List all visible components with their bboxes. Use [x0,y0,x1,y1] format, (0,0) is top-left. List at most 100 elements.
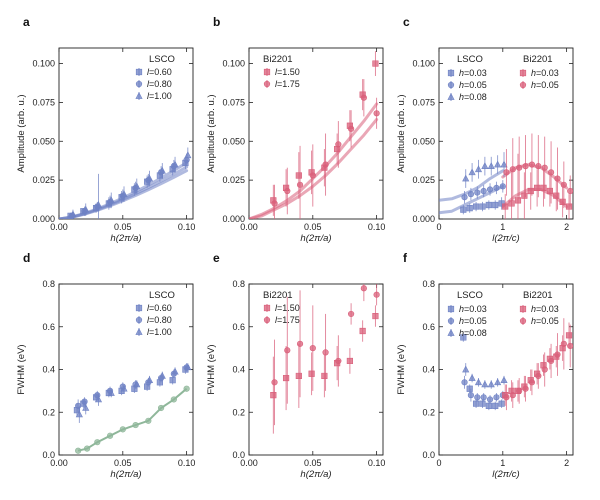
legend-marker [519,69,527,77]
data-point [106,432,114,439]
data-point [500,160,508,168]
data-point [474,394,481,401]
data-point [372,312,379,320]
data-point [516,164,523,171]
legend-entry: l=1.50 [275,303,300,313]
legend-title: Bi2201 [263,290,293,301]
legend-marker [519,305,527,313]
data-point [535,163,542,170]
data-point [509,392,516,399]
x-tick-label: 0 [436,222,441,232]
data-point [120,384,128,392]
legend-title-right: Bi2201 [523,290,553,301]
legend-marker [135,91,143,99]
legend-marker [447,305,455,313]
data-point [184,151,192,159]
data-point [472,400,480,407]
plot-frame [438,47,574,220]
legend: LSCO Bi2201 h=0.03 h=0.05 h=0.08 h=0.03 h=0.05 [447,54,559,102]
data-point [75,402,82,409]
legend-marker [135,68,143,76]
x-axis-label: h(2π/a) [110,469,141,480]
y-axis-label: FWHM (eV) [396,344,407,394]
y-tick-label: 0.100 [32,59,55,69]
data-point [485,201,492,209]
data-point [528,161,536,168]
data-point [509,166,516,173]
panel-letter: a [23,15,30,29]
y-tick-label: 0.100 [412,59,435,69]
data-point [493,184,500,192]
data-point [522,163,529,170]
data-point [467,191,475,198]
y-tick-label: 0.4 [422,365,435,375]
legend-marker [135,80,143,88]
legend-marker [519,81,527,89]
data-point [296,340,304,347]
data-point [171,367,179,375]
data-point [474,189,481,196]
data-point [468,374,476,381]
x-tick-label: 0 [436,458,441,468]
data-point [474,165,483,173]
data-point [157,404,165,412]
x-axis-label: h(2π/a) [300,469,331,480]
legend-entry: h=0.05 [531,80,559,90]
y-tick-label: 0.050 [222,136,245,146]
data-point [486,186,494,193]
y-tick-label: 0.0 [42,450,55,460]
data-layer [59,147,192,219]
x-tick-label: 0.05 [114,222,132,232]
data-point [508,200,515,207]
data-point [133,380,141,388]
data-point [271,200,278,207]
y-tick-label: 0.025 [222,175,245,185]
data-point [474,378,483,386]
data-point [360,94,367,101]
data-point [94,439,101,446]
x-tick-label: 1 [500,222,505,232]
y-axis-label: FWHM (eV) [16,344,27,394]
y-tick-label: 0.000 [32,214,55,224]
data-point [145,417,152,424]
data-point [107,389,115,396]
data-point [540,184,547,192]
panel-d: d 0.00 0.05 0.10 0.0 0.2 0.4 0.6 0.8 h(2π/a) FWHM … [16,251,195,480]
data-point [503,169,510,176]
data-point [480,394,487,401]
y-tick-label: 0.6 [232,322,245,332]
data-point [133,182,141,190]
legend: LSCO l=0.60 l=0.80 l=1.00 [135,54,175,101]
data-point [460,334,467,341]
data-point [145,376,154,384]
data-point [372,60,379,67]
y-tick-label: 0.8 [232,279,245,289]
legend-entry: h=0.08 [459,328,487,338]
data-point [528,379,536,386]
legend-entry: h=0.03 [459,68,487,78]
x-tick-label: 0.00 [240,222,258,232]
x-tick-label: 1 [500,458,505,468]
panel-letter: f [403,251,408,265]
data-point [547,169,555,176]
panel-e: e 0.00 0.05 0.10 0.0 0.2 0.4 0.6 0.8 h(2π/a) FWHM … [206,251,385,480]
data-point [516,387,523,394]
data-point [284,187,291,195]
data-point [184,363,192,371]
x-tick-label: 0.00 [240,458,258,468]
legend-marker [263,316,271,324]
legend-marker [447,92,455,100]
data-point [567,342,573,350]
data-point [553,192,560,199]
legend-entry: h=0.03 [459,304,487,314]
data-point [535,372,542,380]
data-point [309,345,316,352]
data-point [487,162,495,169]
data-point [75,447,82,454]
data-point [502,203,509,210]
legend: LSCO l=0.60 l=0.80 l=1.00 [135,290,175,337]
data-point [522,385,529,392]
data-point [360,285,367,292]
data-point [373,110,380,117]
y-tick-label: 0.100 [222,59,245,69]
